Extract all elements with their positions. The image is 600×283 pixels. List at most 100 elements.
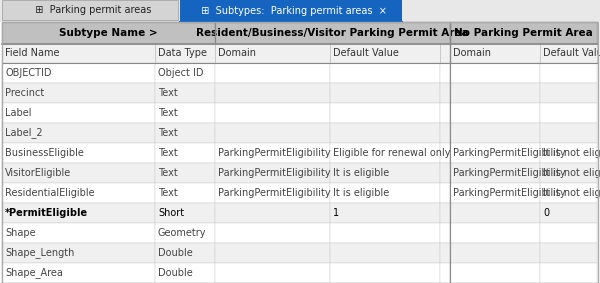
Bar [330, 243, 440, 263]
Bar [155, 203, 215, 223]
Bar [440, 44, 450, 63]
Text: ParkingPermitEligibility: ParkingPermitEligibility [453, 148, 566, 158]
Bar [2, 63, 155, 83]
Bar [330, 123, 440, 143]
Bar [2, 163, 155, 183]
Bar [330, 103, 440, 123]
Bar [440, 63, 450, 83]
Bar [540, 44, 597, 63]
Text: It is not eligible: It is not eligible [543, 188, 600, 198]
Bar [540, 103, 597, 123]
Text: Text: Text [158, 108, 178, 118]
Text: Default Value: Default Value [333, 48, 399, 59]
Bar [540, 203, 597, 223]
Bar [2, 123, 155, 143]
Text: Subtype Name >: Subtype Name > [59, 28, 158, 38]
Bar [155, 44, 215, 63]
Bar [215, 263, 330, 283]
Bar [180, 0, 402, 22]
Text: ResidentialEligible: ResidentialEligible [5, 188, 95, 198]
Text: ParkingPermitEligibility: ParkingPermitEligibility [453, 168, 566, 178]
Bar [450, 183, 540, 203]
Text: Eligible for renewal only: Eligible for renewal only [333, 148, 451, 158]
Text: VisitorEligible: VisitorEligible [5, 168, 71, 178]
Bar [540, 263, 597, 283]
Bar [215, 163, 330, 183]
Bar [450, 263, 540, 283]
Text: It is not eligible: It is not eligible [543, 148, 600, 158]
Text: Shape_Area: Shape_Area [5, 267, 63, 278]
Text: Shape_Length: Shape_Length [5, 248, 74, 258]
Bar [215, 63, 330, 83]
Bar [155, 103, 215, 123]
Bar [440, 83, 450, 103]
Bar [330, 83, 440, 103]
Bar [440, 243, 450, 263]
Bar [450, 143, 540, 163]
Text: Domain: Domain [453, 48, 491, 59]
Bar [450, 103, 540, 123]
Bar [450, 243, 540, 263]
Text: Short: Short [158, 208, 184, 218]
Bar [215, 243, 330, 263]
Text: BusinessEligible: BusinessEligible [5, 148, 84, 158]
Bar [155, 143, 215, 163]
Bar [540, 63, 597, 83]
Bar [440, 223, 450, 243]
Bar [155, 263, 215, 283]
Bar [450, 203, 540, 223]
Text: ParkingPermitEligibility: ParkingPermitEligibility [218, 148, 331, 158]
Bar [155, 163, 215, 183]
Bar [2, 263, 155, 283]
Bar [330, 223, 440, 243]
Bar [440, 203, 450, 223]
Bar [540, 163, 597, 183]
Text: Precinct: Precinct [5, 88, 44, 98]
Bar [155, 63, 215, 83]
Bar [2, 203, 155, 223]
Bar [0, 0, 600, 22]
Bar [215, 44, 330, 63]
Bar [540, 143, 597, 163]
Text: Double: Double [158, 268, 193, 278]
Bar [215, 123, 330, 143]
Bar [215, 83, 330, 103]
Text: 0: 0 [543, 208, 549, 218]
Bar [2, 44, 155, 63]
Text: Label: Label [5, 108, 32, 118]
Bar [215, 203, 330, 223]
Bar [155, 223, 215, 243]
Bar [450, 22, 597, 44]
Bar [155, 83, 215, 103]
Text: ParkingPermitEligibility: ParkingPermitEligibility [218, 168, 331, 178]
Bar [2, 22, 215, 44]
Text: Resident/Business/Visitor Parking Permit Area: Resident/Business/Visitor Parking Permit… [196, 28, 469, 38]
Text: Default Value: Default Value [543, 48, 600, 59]
Bar [450, 223, 540, 243]
Text: Data Type: Data Type [158, 48, 207, 59]
Text: Text: Text [158, 188, 178, 198]
Bar [330, 203, 440, 223]
Text: No Parking Permit Area: No Parking Permit Area [454, 28, 593, 38]
Text: 1: 1 [333, 208, 339, 218]
Bar [2, 143, 155, 163]
Bar [440, 263, 450, 283]
Text: Text: Text [158, 128, 178, 138]
Bar [330, 163, 440, 183]
Text: ParkingPermitEligibility: ParkingPermitEligibility [453, 188, 566, 198]
Bar [215, 143, 330, 163]
Text: Label_2: Label_2 [5, 128, 43, 138]
Bar [440, 183, 450, 203]
Bar [2, 243, 155, 263]
Bar [330, 44, 440, 63]
Bar [2, 223, 155, 243]
Bar [540, 223, 597, 243]
Bar [330, 63, 440, 83]
Bar [330, 143, 440, 163]
Text: Object ID: Object ID [158, 68, 203, 78]
Text: Text: Text [158, 148, 178, 158]
Text: Text: Text [158, 88, 178, 98]
Text: ⊞  Subtypes:  Parking permit areas  ×: ⊞ Subtypes: Parking permit areas × [195, 6, 387, 16]
Bar [450, 123, 540, 143]
Text: It is eligible: It is eligible [333, 188, 389, 198]
